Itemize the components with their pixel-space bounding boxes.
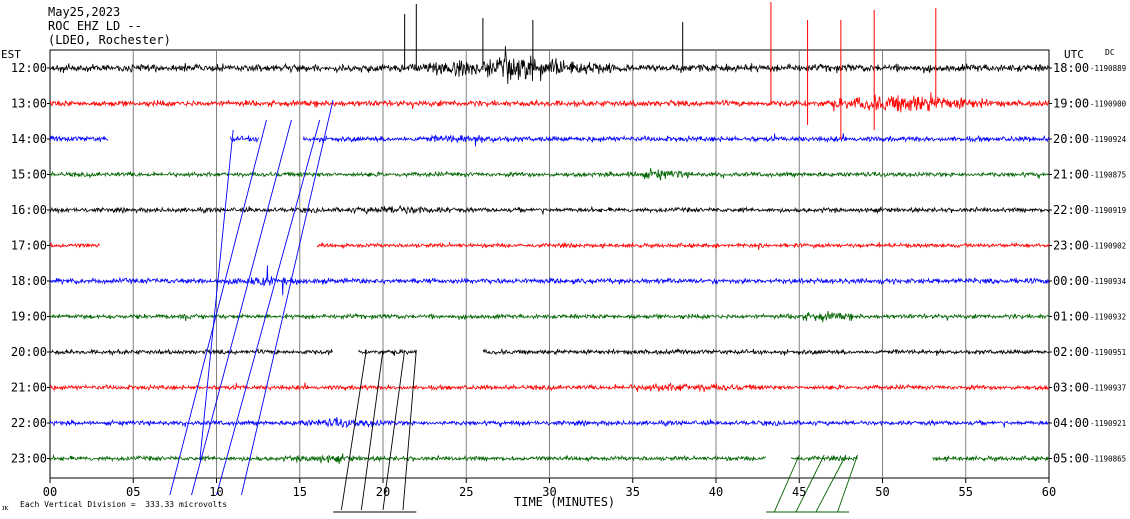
dc-offset-label: -1190900 xyxy=(1090,100,1127,109)
est-hour-label: 18:00 xyxy=(11,274,47,288)
x-tick-label: 40 xyxy=(709,485,723,499)
dc-offset-label: -1190921 xyxy=(1090,419,1126,428)
dc-offset-label: -1190932 xyxy=(1090,313,1126,322)
x-tick-label: 55 xyxy=(959,485,973,499)
blue-sweep-line xyxy=(241,99,334,496)
est-hour-label: 16:00 xyxy=(11,203,47,217)
x-tick-label: 15 xyxy=(293,485,307,499)
trace-1400 xyxy=(49,133,1050,147)
black-sweep-line xyxy=(402,349,417,511)
overlay-lines xyxy=(169,2,937,513)
trace-2300 xyxy=(49,453,1050,465)
x-axis-title: TIME (MINUTES) xyxy=(514,495,616,509)
x-tick-label: 20 xyxy=(376,485,390,499)
x-tick-label: 35 xyxy=(626,485,640,499)
utc-axis-label: UTC xyxy=(1064,48,1084,61)
trace-2000 xyxy=(49,347,1050,357)
est-hour-label: 20:00 xyxy=(11,345,47,359)
est-hour-label: 13:00 xyxy=(11,97,47,111)
station-code: ROC EHZ LD -- xyxy=(48,19,142,33)
dc-offset-label: -1190919 xyxy=(1090,206,1126,215)
black-sweep-line xyxy=(360,349,384,511)
x-tick-label: 25 xyxy=(459,485,473,499)
trace-2100 xyxy=(49,382,1050,393)
est-hour-label: 14:00 xyxy=(11,132,47,146)
utc-hour-label: 21:00 xyxy=(1053,168,1089,182)
est-hour-label: 21:00 xyxy=(11,381,47,395)
dc-offset-label: -1190902 xyxy=(1090,242,1126,251)
est-axis-label: EST xyxy=(1,48,21,61)
green-sweep-line xyxy=(773,454,800,513)
est-hour-label: 17:00 xyxy=(11,239,47,253)
x-tick-label: 45 xyxy=(792,485,806,499)
blue-sweep-line xyxy=(191,119,292,496)
est-hour-label: 12:00 xyxy=(11,61,47,75)
dc-offset-label: -1190951 xyxy=(1090,348,1126,357)
trace-1600 xyxy=(49,205,1050,215)
blue-sweep-line xyxy=(216,119,321,496)
plot-date: May25,2023 xyxy=(48,5,121,19)
utc-hour-label: 19:00 xyxy=(1053,97,1089,111)
utc-hour-label: 00:00 xyxy=(1053,274,1089,288)
utc-hour-label: 01:00 xyxy=(1053,310,1089,324)
scale-note: Each Vertical Division = 333.33 microvol… xyxy=(20,500,228,509)
trace-1300 xyxy=(49,92,1050,113)
trace-1900 xyxy=(49,310,1050,323)
time-gridlines xyxy=(49,49,1050,483)
dc-offset-label: -1190889 xyxy=(1090,64,1126,73)
est-hour-label: 19:00 xyxy=(11,310,47,324)
blue-sweep-line xyxy=(169,119,267,496)
dc-offset-label: -1190937 xyxy=(1090,384,1126,393)
dc-label: DC xyxy=(1105,48,1115,57)
trace-1800 xyxy=(49,265,1050,296)
utc-hour-label: 02:00 xyxy=(1053,345,1089,359)
blue-sweep-line xyxy=(199,129,234,461)
utc-hour-label: 20:00 xyxy=(1053,132,1089,146)
footer-mark: ᴊᴋ xyxy=(2,503,9,512)
black-sweep-line xyxy=(340,349,367,511)
est-hour-label: 15:00 xyxy=(11,168,47,182)
dc-offset-label: -1190865 xyxy=(1090,455,1126,464)
seismic-traces xyxy=(49,46,1050,465)
network-name: (LDEO, Rochester) xyxy=(48,33,171,47)
x-tick-label: 05 xyxy=(126,485,140,499)
utc-hour-label: 03:00 xyxy=(1053,381,1089,395)
dc-offset-label: -1190934 xyxy=(1090,277,1127,286)
trace-2200 xyxy=(49,417,1050,429)
utc-hour-label: 04:00 xyxy=(1053,416,1089,430)
x-tick-label: 60 xyxy=(1042,485,1056,499)
utc-hour-label: 05:00 xyxy=(1053,452,1089,466)
utc-hour-label: 18:00 xyxy=(1053,61,1089,75)
trace-1200 xyxy=(49,46,1050,85)
x-tick-label: 30 xyxy=(542,485,556,499)
utc-hour-label: 23:00 xyxy=(1053,239,1089,253)
trace-1700 xyxy=(49,241,1050,251)
green-sweep-line xyxy=(837,454,858,513)
green-sweep-line xyxy=(795,454,825,513)
trace-1500 xyxy=(49,168,1050,181)
est-hour-label: 23:00 xyxy=(11,452,47,466)
x-tick-label: 00 xyxy=(43,485,57,499)
black-sweep-line xyxy=(382,349,406,511)
dc-offset-label: -1190875 xyxy=(1090,171,1126,180)
green-sweep-line xyxy=(815,454,847,513)
x-tick-label: 50 xyxy=(875,485,889,499)
utc-hour-label: 22:00 xyxy=(1053,203,1089,217)
x-tick-label: 10 xyxy=(209,485,223,499)
dc-offset-label: -1190924 xyxy=(1090,135,1127,144)
est-hour-label: 22:00 xyxy=(11,416,47,430)
